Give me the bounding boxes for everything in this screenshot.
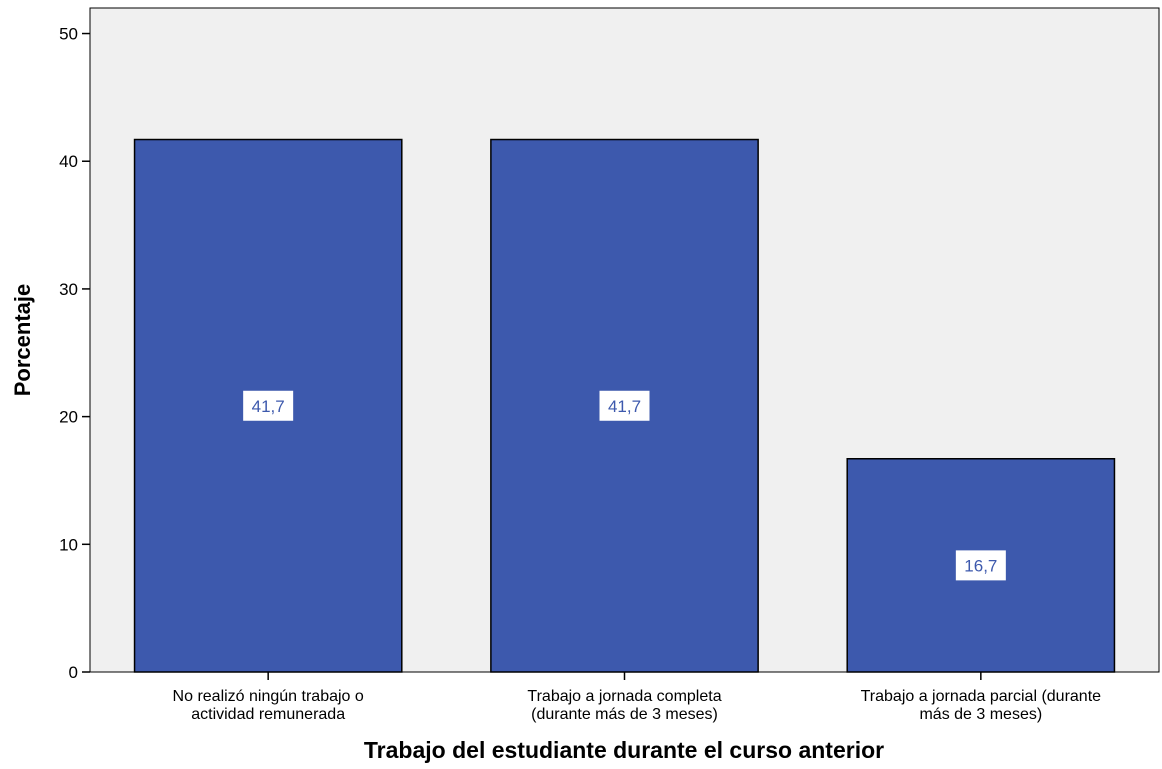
x-axis-title: Trabajo del estudiante durante el curso … <box>364 737 884 763</box>
data-label: 16,7 <box>964 556 997 575</box>
x-tick-label: Trabajo a jornada parcial (durante <box>861 688 1102 705</box>
y-axis-title: Porcentaje <box>10 284 35 397</box>
y-tick-label: 40 <box>59 152 78 171</box>
y-tick-label: 0 <box>69 663 78 682</box>
data-label-box <box>243 390 294 421</box>
data-label-box <box>955 550 1006 581</box>
y-axis: 0 10 20 30 40 50 <box>59 25 90 682</box>
x-tick-label: (durante más de 3 meses) <box>531 706 718 723</box>
y-tick-label: 20 <box>59 408 78 427</box>
x-tick-label: Trabajo a jornada completa <box>527 688 721 705</box>
x-tick-label: No realizó ningún trabajo o <box>173 688 364 705</box>
data-label: 41,7 <box>608 397 641 416</box>
y-tick-label: 30 <box>59 280 78 299</box>
x-tick-label: actividad remunerada <box>191 706 345 723</box>
y-tick-label: 10 <box>59 535 78 554</box>
data-label-box <box>599 390 650 421</box>
bars: 41,7 41,7 16,7 <box>133 138 1116 673</box>
y-tick-label: 50 <box>59 25 78 44</box>
data-label: 41,7 <box>252 397 285 416</box>
x-tick-label: más de 3 meses) <box>919 706 1042 723</box>
